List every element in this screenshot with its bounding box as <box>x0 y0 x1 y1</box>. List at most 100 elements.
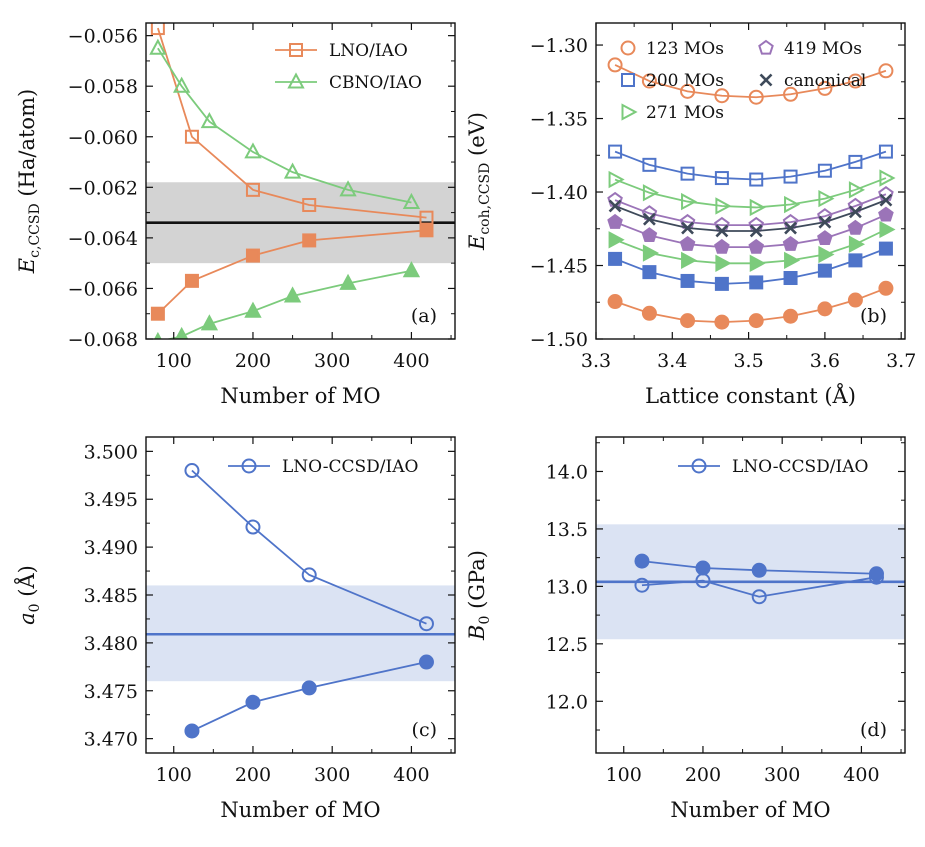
data-point <box>607 57 623 73</box>
data-point <box>184 273 199 288</box>
data-point <box>418 616 434 632</box>
series-line <box>191 469 427 625</box>
x-tick-label: 100 <box>156 764 192 786</box>
legend: LNO-CCSD/IAO <box>678 457 868 477</box>
series-2 <box>149 38 421 209</box>
data-point <box>749 198 766 217</box>
data-point <box>184 129 199 144</box>
data-point <box>695 560 711 576</box>
data-point <box>150 23 165 36</box>
series-line <box>157 47 412 204</box>
series-8 <box>607 280 894 330</box>
data-point <box>608 199 622 213</box>
data-point <box>848 181 866 199</box>
data-point <box>641 227 658 243</box>
series-1 <box>634 553 884 582</box>
series-1 <box>608 144 893 187</box>
data-point <box>607 213 623 229</box>
legend-item: 200 MOs <box>621 71 724 91</box>
y-label-unit: (Ha/atom) <box>15 89 39 204</box>
data-point-stroke2 <box>784 221 797 235</box>
x-tick-label: 200 <box>235 350 271 372</box>
y-axis-label: Ecoh,CCSD (eV) <box>465 112 493 251</box>
y-tick-label: −1.30 <box>530 35 588 57</box>
data-point <box>879 169 896 187</box>
legend-marker <box>287 72 305 89</box>
data-point-stroke2 <box>879 193 893 207</box>
data-point-stroke2 <box>818 215 832 229</box>
data-point-stroke2 <box>715 224 729 238</box>
legend-item: LNO/IAO <box>275 41 408 61</box>
data-point <box>783 308 799 324</box>
y-label-subscript: coh,CCSD <box>477 163 493 235</box>
data-point <box>302 233 317 248</box>
panel-a: 100 200 300 400 −0.056 −0.058 −0.060 −0.062 −0.0… <box>15 22 456 408</box>
data-point <box>783 169 798 184</box>
data-point <box>283 286 302 303</box>
data-point <box>751 562 767 578</box>
data-point <box>634 553 650 569</box>
y-label-subscript: 0 <box>27 603 43 612</box>
y-tick-label: −0.066 <box>68 278 138 300</box>
y-tick-label: −0.064 <box>68 228 138 250</box>
y-tick-label: 3.495 <box>84 489 138 511</box>
y-tick-label: −0.058 <box>68 76 138 98</box>
legend-item: LNO-CCSD/IAO <box>678 457 868 477</box>
data-point <box>847 292 863 308</box>
x-tick-label: 3.6 <box>810 350 840 372</box>
series-7 <box>608 241 893 291</box>
data-point <box>641 305 657 321</box>
panel-tag: (d) <box>860 719 887 741</box>
data-point <box>783 86 799 102</box>
data-point <box>200 111 219 129</box>
data-point <box>608 231 625 249</box>
y-tick-label: −1.35 <box>530 109 588 131</box>
y-label-subscript: 0 <box>477 616 493 625</box>
data-point <box>749 172 764 187</box>
data-point <box>818 245 835 264</box>
data-point-stroke2 <box>848 205 862 219</box>
data-point <box>714 171 729 186</box>
y-tick-label: 3.480 <box>84 633 138 655</box>
data-point <box>184 723 200 739</box>
data-point <box>817 163 832 178</box>
data-point <box>783 271 798 286</box>
series-4 <box>608 193 893 238</box>
series-line <box>614 150 887 181</box>
panel-tag: (c) <box>412 719 437 741</box>
data-point <box>302 198 317 213</box>
y-label-symbol: a <box>15 612 39 625</box>
legend-label: LNO/IAO <box>329 41 408 61</box>
legend: LNO-CCSD/IAO <box>228 457 418 477</box>
data-point <box>715 197 732 215</box>
data-point <box>847 73 863 89</box>
data-point <box>714 238 730 254</box>
y-tick-label: 14.0 <box>546 461 588 483</box>
data-point <box>680 273 695 288</box>
series-1 <box>184 654 434 739</box>
legend-item: LNO-CCSD/IAO <box>228 457 418 477</box>
data-point <box>848 205 862 219</box>
data-point <box>680 83 696 99</box>
data-point <box>641 73 657 89</box>
x-tick-label: 3.3 <box>581 350 611 372</box>
data-point <box>402 261 421 278</box>
series-0 <box>607 57 894 105</box>
y-tick-label: 13.5 <box>546 519 588 541</box>
data-point <box>642 184 660 202</box>
y-tick-label: 13.0 <box>546 576 588 598</box>
data-point <box>679 235 696 251</box>
x-axis-label: Number of MO <box>670 798 830 822</box>
data-point <box>878 144 893 159</box>
legend: LNO/IAO CBNO/IAO <box>275 41 422 93</box>
y-tick-label: 12.5 <box>546 634 588 656</box>
data-point <box>878 280 894 296</box>
x-tick-label: 400 <box>393 764 429 786</box>
panel-b: 3.3 3.4 3.5 3.6 3.7 −1.30 −1.35 −1.40 −1.45 −1.50… <box>465 22 916 408</box>
x-tick-label: 100 <box>156 350 192 372</box>
series-1 <box>150 223 434 321</box>
panel-c: 100 200 300 400 3.470 3.475 3.480 3.485 3.490 3.4… <box>14 436 456 822</box>
data-point-stroke2 <box>681 221 694 235</box>
y-tick-label: −0.056 <box>68 26 138 48</box>
legend-label: LNO-CCSD/IAO <box>732 457 868 477</box>
